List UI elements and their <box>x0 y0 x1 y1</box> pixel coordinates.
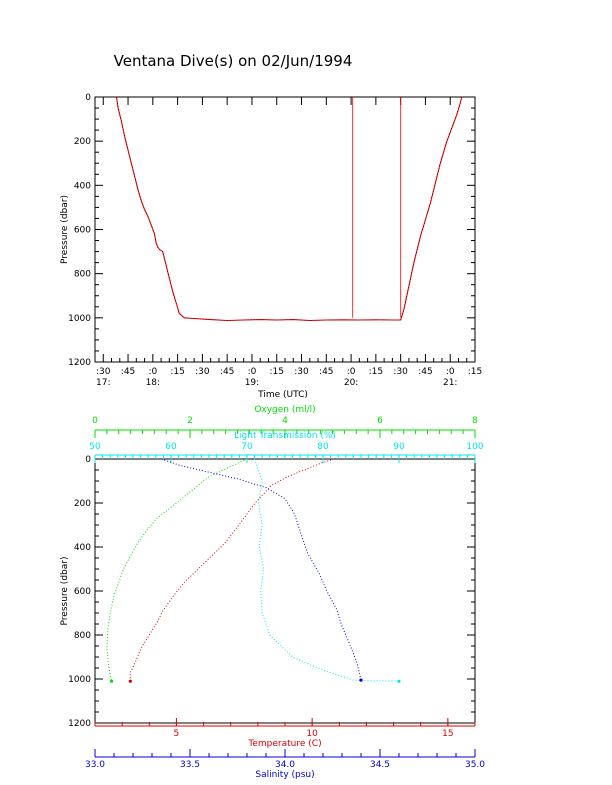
top-x-tick-label: :45 <box>121 367 135 377</box>
temperature-axis-title: Temperature (C) <box>247 739 321 749</box>
top-x-axis-label: Time (UTC) <box>257 390 308 400</box>
top-x-hour-label: 21: <box>443 378 457 388</box>
top-x-tick-label: :15 <box>468 367 482 377</box>
light-axis-tick-label: 60 <box>165 442 177 452</box>
top-x-hour-label: 20: <box>344 378 358 388</box>
salinity-axis-tick-label: 34.5 <box>370 760 390 770</box>
temperature-profile-end-point <box>128 679 132 683</box>
light-profile-trace <box>254 458 400 682</box>
top-x-tick-label: :30 <box>195 367 210 377</box>
salinity-axis-tick-label: 33.5 <box>180 760 200 770</box>
top-x-tick-label: :30 <box>294 367 309 377</box>
oxygen-axis-tick-label: 8 <box>472 416 478 426</box>
bottom-y-tick-label: 400 <box>74 543 91 553</box>
light-profile-end-point <box>397 679 401 683</box>
bottom-y-tick-label: 800 <box>74 631 91 641</box>
top-x-tick-label: :0 <box>248 367 257 377</box>
top-y-tick-label: 400 <box>74 181 91 191</box>
light-axis-title: Light Transmission (%) <box>234 431 336 441</box>
top-x-tick-label: :45 <box>418 367 432 377</box>
top-x-hour-label: 19: <box>245 378 259 388</box>
top-y-tick-label: 1000 <box>68 314 91 324</box>
top-x-tick-label: :15 <box>170 367 184 377</box>
light-axis-tick-label: 50 <box>89 442 101 452</box>
oxygen-profile-trace <box>106 458 248 682</box>
top-x-tick-label: :45 <box>319 367 333 377</box>
top-x-hour-label: 18: <box>146 378 160 388</box>
figure-title: Ventana Dive(s) on 02/Jun/1994 <box>114 52 353 70</box>
light-axis-tick-label: 70 <box>241 442 253 452</box>
oxygen-profile-end-point <box>110 679 114 683</box>
top-y-tick-label: 800 <box>74 270 91 280</box>
bottom-y-tick-label: 0 <box>85 455 91 465</box>
top-y-tick-label: 1200 <box>68 358 91 368</box>
top-y-tick-label: 200 <box>74 137 91 147</box>
salinity-axis-title: Salinity (psu) <box>255 770 314 780</box>
bottom-chart-ctd-profiles: 0 200 400 600 800 1000 1200 Pressure (dbar) 0 2 4 6… <box>60 405 485 780</box>
oxygen-axis-tick-label: 2 <box>187 416 193 426</box>
top-y-tick-label: 600 <box>74 226 91 236</box>
top-x-tick-label: :0 <box>347 367 356 377</box>
light-axis-tick-label: 100 <box>466 442 483 452</box>
top-x-tick-label: :15 <box>369 367 383 377</box>
top-y-axis-label: Pressure (dbar) <box>60 195 70 264</box>
top-x-tick-label: :30 <box>393 367 408 377</box>
light-axis-tick-label: 80 <box>317 442 329 452</box>
top-x-hour-label: 17: <box>96 378 110 388</box>
salinity-profile-trace <box>161 458 362 681</box>
salinity-axis-tick-label: 34.0 <box>275 760 295 770</box>
temperature-axis-tick-label: 15 <box>442 729 453 739</box>
dive-pressure-trace-dots <box>116 96 463 321</box>
top-x-tick-label: :45 <box>220 367 234 377</box>
top-x-tick-label: :30 <box>96 367 111 377</box>
top-y-tick-label: 0 <box>85 93 91 103</box>
light-axis-tick-label: 90 <box>393 442 405 452</box>
temperature-profile-trace <box>129 458 335 682</box>
bottom-y-axis-label: Pressure (dbar) <box>60 557 70 626</box>
salinity-profile-end-point <box>359 678 363 682</box>
dive-pressure-trace <box>115 96 463 322</box>
bottom-y-tick-label: 200 <box>74 499 91 509</box>
bottom-y-tick-label: 1200 <box>68 719 91 729</box>
oxygen-axis-tick-label: 6 <box>377 416 383 426</box>
temperature-axis-tick-label: 5 <box>174 729 180 739</box>
oxygen-axis-tick-label: 4 <box>282 416 288 426</box>
salinity-axis-tick-label: 35.0 <box>465 760 485 770</box>
oxygen-axis-tick-label: 0 <box>92 416 98 426</box>
top-x-tick-label: :15 <box>269 367 283 377</box>
top-x-tick-label: :0 <box>148 367 157 377</box>
oxygen-axis-title: Oxygen (ml/l) <box>254 405 315 415</box>
top-plot-frame <box>94 96 476 363</box>
salinity-axis-tick-label: 33.0 <box>85 760 105 770</box>
bottom-y-tick-label: 600 <box>74 587 91 597</box>
top-chart-dive-profile: 020040060080010001200:3017::45:018::15:3… <box>60 93 482 400</box>
bottom-plot-frame <box>94 458 476 724</box>
top-x-tick-label: :0 <box>446 367 455 377</box>
bottom-y-tick-label: 1000 <box>68 675 91 685</box>
temperature-axis-tick-label: 10 <box>306 729 318 739</box>
